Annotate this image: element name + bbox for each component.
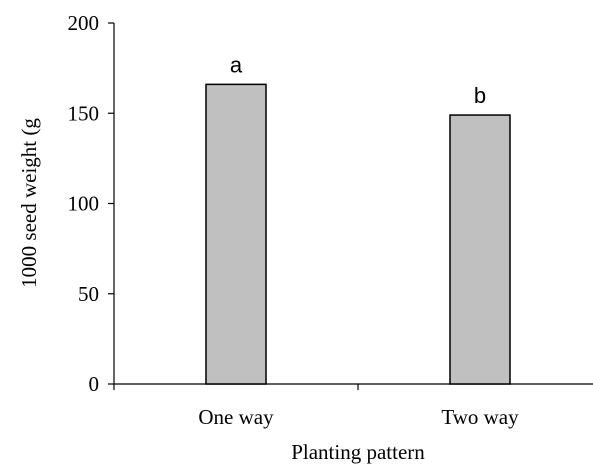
x-axis-label: Planting pattern xyxy=(291,440,425,464)
x-tick-label: Two way xyxy=(441,405,519,429)
y-axis: 0 50 100 150 200 xyxy=(68,11,115,396)
y-axis-label: 1000 seed weight (g xyxy=(17,118,41,288)
x-tick-label: One way xyxy=(198,405,274,429)
bar xyxy=(205,83,267,385)
y-tick-label: 100 xyxy=(68,192,100,216)
bar-significance-label: b xyxy=(474,83,486,108)
x-axis: One way Two way xyxy=(113,383,593,429)
y-tick-label: 200 xyxy=(68,11,100,35)
bars: ab xyxy=(205,52,511,385)
bar xyxy=(449,114,511,385)
bar-significance-label: a xyxy=(230,52,243,77)
y-tick-label: 150 xyxy=(68,101,100,125)
y-tick-label: 50 xyxy=(78,282,99,306)
y-tick-label: 0 xyxy=(89,372,100,396)
